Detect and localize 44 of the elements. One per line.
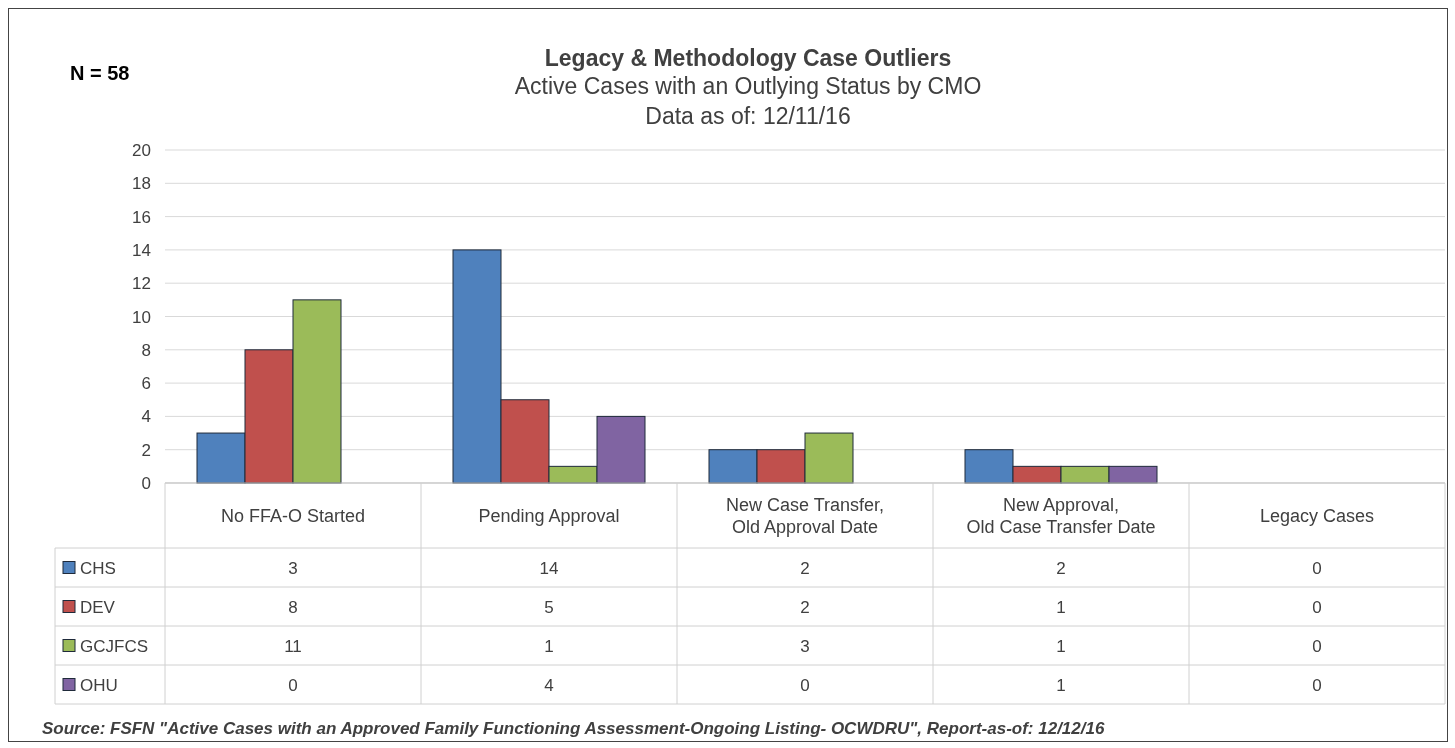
data-label: 1 <box>1056 597 1066 617</box>
y-tick-label: 10 <box>132 307 151 327</box>
data-label: 1 <box>1056 636 1066 656</box>
data-label: 0 <box>1312 597 1322 617</box>
y-tick-label: 0 <box>141 474 151 493</box>
y-tick-label: 6 <box>141 374 151 394</box>
y-tick-label: 14 <box>132 240 151 260</box>
data-label: 1 <box>1056 675 1066 695</box>
y-tick-label: 2 <box>141 440 151 460</box>
chart-title: Legacy & Methodology Case Outliers <box>544 45 952 71</box>
data-label: 3 <box>288 558 298 578</box>
x-tick-label: Pending Approval <box>478 505 620 526</box>
x-tick-label: New Approval, Old Case Transfer Date <box>966 494 1156 537</box>
data-label: 4 <box>544 675 554 695</box>
data-label: 2 <box>800 558 810 578</box>
y-tick-label: 16 <box>132 207 151 227</box>
source-note: Source: FSFN "Active Cases with an Approved Family Functioning Assessment-Ongoing Listing- OCWDRU", Report-as-of: 12/12/16 <box>42 719 1105 738</box>
data-label: 1 <box>544 636 554 656</box>
x-tick-label: New Case Transfer, Old Approval Date <box>725 494 885 537</box>
y-tick-label: 18 <box>132 174 151 194</box>
data-label: 3 <box>800 636 810 656</box>
data-label: 2 <box>800 597 810 617</box>
x-tick-label: No FFA-O Started <box>220 505 366 526</box>
y-tick-label: 8 <box>141 340 151 360</box>
data-label: 5 <box>544 597 554 617</box>
data-label: 2 <box>1056 558 1066 578</box>
data-label: 0 <box>1312 558 1322 578</box>
legend-label: CHS <box>80 558 116 578</box>
legend-label: GCJFCS <box>80 636 148 656</box>
x-tick-label: Legacy Cases <box>1259 505 1375 526</box>
y-tick-label: 20 <box>132 141 151 160</box>
legend-label: OHU <box>80 675 118 695</box>
data-label: 0 <box>800 675 810 695</box>
text: N = 58 <box>70 62 130 84</box>
data-label: 0 <box>288 675 298 695</box>
data-label: 11 <box>284 636 302 656</box>
data-label: 14 <box>539 558 559 578</box>
y-tick-label: 4 <box>141 407 151 427</box>
data-label: 0 <box>1312 675 1322 695</box>
chart-subtitle: Active Cases with an Outlying Status by CMO Data as of: 12/11/16 <box>514 73 982 129</box>
data-label: 8 <box>288 597 298 617</box>
y-tick-label: 12 <box>132 274 151 294</box>
legend-label: DEV <box>80 597 116 617</box>
data-label: 0 <box>1312 636 1322 656</box>
